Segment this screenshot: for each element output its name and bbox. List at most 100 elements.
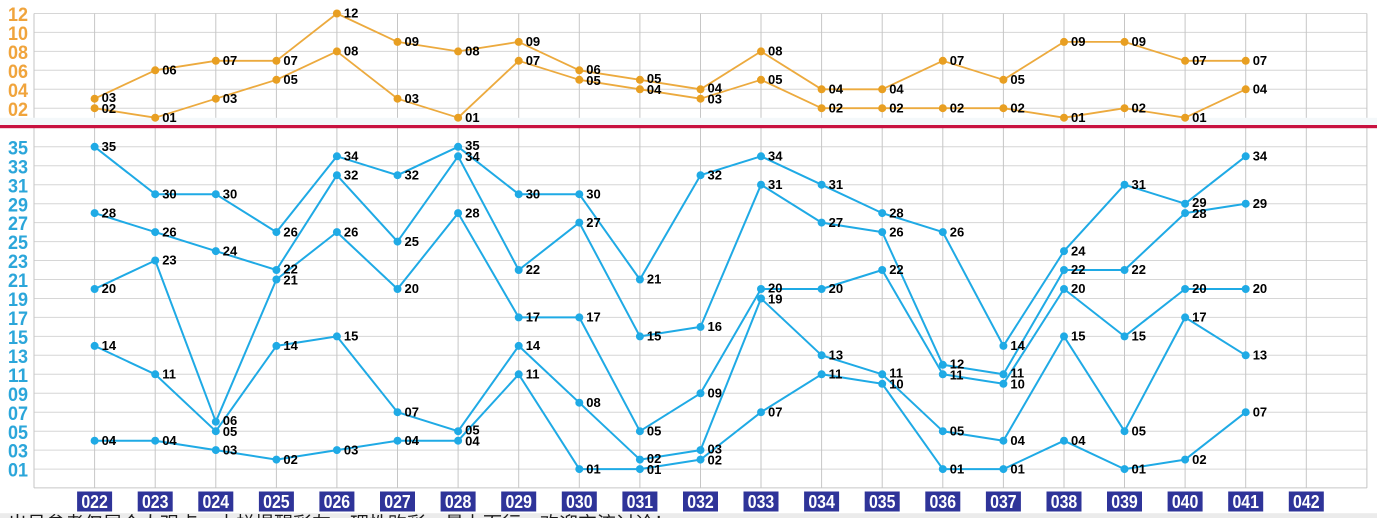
svg-text:26: 26 bbox=[283, 224, 297, 239]
svg-text:11: 11 bbox=[829, 367, 843, 382]
svg-text:28: 28 bbox=[1192, 206, 1206, 221]
svg-text:22: 22 bbox=[526, 262, 540, 277]
svg-text:24: 24 bbox=[223, 243, 238, 258]
svg-text:04: 04 bbox=[1010, 433, 1025, 448]
svg-text:19: 19 bbox=[768, 291, 782, 306]
svg-text:02: 02 bbox=[8, 100, 28, 121]
svg-text:13: 13 bbox=[1253, 348, 1267, 363]
svg-text:01: 01 bbox=[586, 461, 600, 476]
svg-text:036: 036 bbox=[930, 491, 957, 512]
svg-text:06: 06 bbox=[8, 62, 28, 83]
svg-text:35: 35 bbox=[102, 139, 116, 154]
svg-text:33: 33 bbox=[8, 157, 28, 178]
svg-text:09: 09 bbox=[1071, 34, 1085, 49]
svg-text:30: 30 bbox=[223, 186, 237, 201]
svg-text:033: 033 bbox=[748, 491, 775, 512]
svg-text:03: 03 bbox=[405, 91, 419, 106]
svg-text:28: 28 bbox=[102, 205, 116, 220]
svg-text:05: 05 bbox=[586, 73, 600, 88]
svg-text:09: 09 bbox=[8, 385, 28, 406]
svg-text:01: 01 bbox=[1071, 110, 1085, 125]
svg-text:14: 14 bbox=[1010, 338, 1025, 353]
svg-text:17: 17 bbox=[586, 310, 600, 325]
svg-text:30: 30 bbox=[162, 186, 176, 201]
svg-text:09: 09 bbox=[526, 34, 540, 49]
svg-text:02: 02 bbox=[829, 100, 843, 115]
svg-text:08: 08 bbox=[768, 44, 782, 59]
svg-text:07: 07 bbox=[1253, 53, 1267, 68]
svg-text:05: 05 bbox=[950, 423, 964, 438]
svg-text:04: 04 bbox=[1071, 433, 1086, 448]
svg-text:21: 21 bbox=[647, 272, 661, 287]
svg-text:05: 05 bbox=[283, 72, 297, 87]
svg-text:01: 01 bbox=[1010, 461, 1024, 476]
svg-text:26: 26 bbox=[162, 224, 176, 239]
svg-text:02: 02 bbox=[950, 100, 964, 115]
svg-text:09: 09 bbox=[405, 34, 419, 49]
svg-text:08: 08 bbox=[8, 43, 28, 64]
svg-text:034: 034 bbox=[808, 491, 835, 512]
svg-text:21: 21 bbox=[8, 271, 28, 292]
svg-text:11: 11 bbox=[8, 366, 28, 387]
svg-text:35: 35 bbox=[8, 138, 28, 159]
svg-text:042: 042 bbox=[1293, 491, 1320, 512]
svg-text:20: 20 bbox=[102, 281, 116, 296]
svg-text:25: 25 bbox=[8, 233, 28, 254]
svg-text:035: 035 bbox=[869, 491, 896, 512]
svg-text:04: 04 bbox=[8, 81, 28, 102]
svg-text:34: 34 bbox=[465, 149, 480, 164]
svg-text:29: 29 bbox=[8, 195, 28, 216]
svg-text:11: 11 bbox=[1010, 366, 1024, 381]
svg-text:26: 26 bbox=[950, 224, 964, 239]
svg-text:08: 08 bbox=[586, 395, 600, 410]
svg-text:12: 12 bbox=[8, 5, 28, 26]
svg-text:22: 22 bbox=[1071, 262, 1085, 277]
svg-text:10: 10 bbox=[8, 24, 28, 45]
svg-text:出号参考仅属个人观点，本栏提醒彩友：理性购彩，量力而行，欢迎: 出号参考仅属个人观点，本栏提醒彩友：理性购彩，量力而行，欢迎交流讨论！ bbox=[8, 513, 673, 518]
svg-text:10: 10 bbox=[1010, 377, 1024, 392]
svg-text:14: 14 bbox=[102, 338, 117, 353]
svg-text:030: 030 bbox=[566, 491, 593, 512]
svg-text:02: 02 bbox=[283, 452, 297, 467]
svg-text:31: 31 bbox=[768, 177, 782, 192]
svg-text:21: 21 bbox=[283, 273, 297, 288]
svg-text:03: 03 bbox=[708, 442, 722, 457]
svg-text:023: 023 bbox=[142, 491, 169, 512]
svg-text:20: 20 bbox=[829, 281, 843, 296]
svg-text:11: 11 bbox=[162, 367, 176, 382]
svg-text:23: 23 bbox=[8, 252, 28, 273]
svg-text:037: 037 bbox=[990, 491, 1017, 512]
svg-text:04: 04 bbox=[1253, 82, 1268, 97]
svg-text:32: 32 bbox=[708, 167, 722, 182]
svg-text:24: 24 bbox=[1071, 243, 1086, 258]
svg-text:06: 06 bbox=[586, 62, 600, 77]
svg-text:07: 07 bbox=[223, 53, 237, 68]
svg-text:11: 11 bbox=[889, 366, 903, 381]
svg-text:026: 026 bbox=[324, 491, 351, 512]
svg-text:09: 09 bbox=[1132, 34, 1146, 49]
svg-text:29: 29 bbox=[1253, 196, 1267, 211]
svg-text:20: 20 bbox=[1192, 281, 1206, 296]
svg-text:28: 28 bbox=[465, 205, 479, 220]
svg-text:03: 03 bbox=[8, 442, 28, 463]
svg-text:34: 34 bbox=[768, 149, 783, 164]
svg-text:30: 30 bbox=[586, 186, 600, 201]
svg-text:025: 025 bbox=[263, 491, 290, 512]
svg-text:02: 02 bbox=[647, 451, 661, 466]
svg-text:29: 29 bbox=[1192, 195, 1206, 210]
svg-text:01: 01 bbox=[950, 461, 964, 476]
svg-text:17: 17 bbox=[1192, 310, 1206, 325]
svg-text:20: 20 bbox=[1253, 281, 1267, 296]
svg-text:07: 07 bbox=[768, 404, 782, 419]
svg-text:15: 15 bbox=[344, 329, 358, 344]
svg-text:024: 024 bbox=[203, 491, 230, 512]
svg-text:22: 22 bbox=[889, 262, 903, 277]
svg-text:01: 01 bbox=[465, 110, 479, 125]
svg-text:20: 20 bbox=[405, 281, 419, 296]
svg-text:05: 05 bbox=[1132, 423, 1146, 438]
svg-text:07: 07 bbox=[1253, 404, 1267, 419]
svg-text:15: 15 bbox=[1132, 329, 1146, 344]
svg-text:19: 19 bbox=[8, 290, 28, 311]
svg-text:05: 05 bbox=[647, 423, 661, 438]
svg-text:038: 038 bbox=[1051, 491, 1078, 512]
